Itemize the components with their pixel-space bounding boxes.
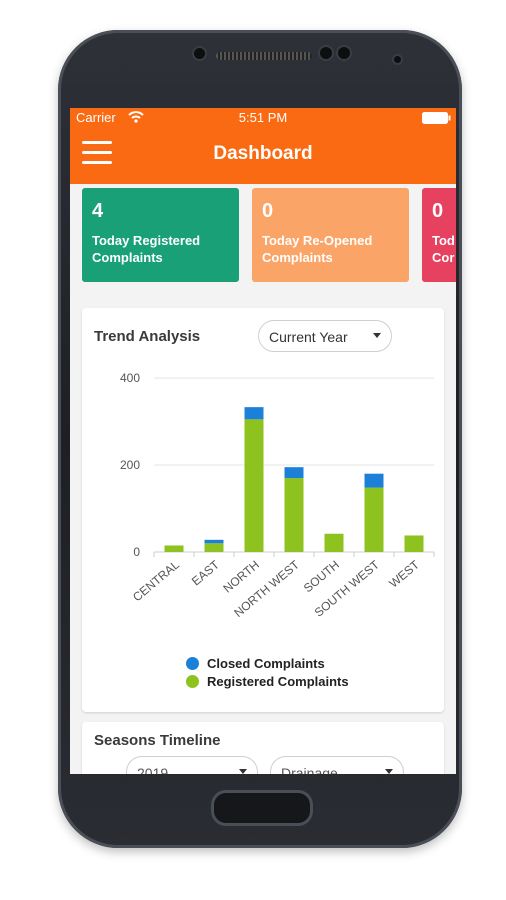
chevron-down-icon <box>239 769 247 774</box>
legend-label: Registered Complaints <box>207 674 349 689</box>
home-button[interactable] <box>214 793 310 823</box>
page-title: Dashboard <box>213 143 313 164</box>
status-bar: Carrier 5:51 PM <box>70 108 456 128</box>
chevron-down-icon <box>385 769 393 774</box>
chevron-down-icon <box>373 333 381 338</box>
bar-registered[interactable] <box>404 535 424 552</box>
sensor-icon <box>320 47 332 59</box>
category-dropdown[interactable]: Drainage <box>270 756 404 774</box>
bar-closed[interactable] <box>284 467 304 479</box>
x-tick-label: WEST <box>386 557 422 590</box>
bar-closed[interactable] <box>204 539 224 544</box>
card-value: 0 <box>432 200 444 222</box>
carrier-label: Carrier <box>76 110 116 125</box>
card-value: 0 <box>262 200 274 222</box>
app-screen: Carrier 5:51 PM Dashboard 4 Today Regist… <box>70 108 456 774</box>
bar-closed[interactable] <box>244 407 264 420</box>
bar-registered[interactable] <box>324 533 344 552</box>
card-label: Today Registered Complaints <box>92 233 201 265</box>
top-navbar: Dashboard <box>70 128 456 184</box>
card-value: 4 <box>92 200 104 222</box>
menu-icon[interactable] <box>82 141 112 165</box>
period-value: Current Year <box>269 329 348 345</box>
legend-registered: Registered Complaints <box>186 674 349 689</box>
bar-registered[interactable] <box>284 478 304 552</box>
third-stat-card[interactable]: 0 Tod Cor <box>422 188 456 282</box>
seasons-timeline-title: Seasons Timeline <box>94 732 221 749</box>
today-reopened-card[interactable]: 0 Today Re-Opened Complaints <box>252 188 409 282</box>
trend-analysis-title: Trend Analysis <box>94 328 201 345</box>
closed-legend-swatch <box>186 657 199 670</box>
y-tick-label: 0 <box>133 545 140 559</box>
today-registered-card[interactable]: 4 Today Registered Complaints <box>82 188 239 282</box>
sensor-icon <box>338 47 350 59</box>
card-label: Tod Cor <box>432 233 455 265</box>
bar-registered[interactable] <box>364 487 384 552</box>
legend-closed: Closed Complaints <box>186 656 325 671</box>
registered-legend-swatch <box>186 675 199 688</box>
wifi-icon <box>128 111 144 126</box>
bar-registered[interactable] <box>244 419 264 552</box>
y-tick-label: 200 <box>120 458 140 472</box>
seasons-timeline-panel: Seasons Timeline 2019 Drainage <box>82 722 444 774</box>
trend-analysis-panel: Trend Analysis Current Year 0 200 400 CENTR… <box>82 308 444 712</box>
battery-icon <box>422 112 452 127</box>
front-camera-icon <box>194 48 205 59</box>
year-dropdown[interactable]: 2019 <box>126 756 258 774</box>
x-tick-label: CENTRAL <box>130 557 182 604</box>
x-tick-label: EAST <box>189 557 223 588</box>
legend-label: Closed Complaints <box>207 656 325 671</box>
category-value: Drainage <box>281 765 338 774</box>
card-label: Today Re-Opened Complaints <box>262 233 373 265</box>
year-value: 2019 <box>137 765 169 774</box>
bar-closed[interactable] <box>364 473 384 488</box>
earpiece-speaker <box>216 52 312 60</box>
bar-registered[interactable] <box>164 545 184 552</box>
y-tick-label: 400 <box>120 371 140 385</box>
period-dropdown[interactable]: Current Year <box>258 320 392 352</box>
clock: 5:51 PM <box>238 110 288 125</box>
bar-registered[interactable] <box>204 543 224 552</box>
proximity-sensor-icon <box>394 56 401 63</box>
